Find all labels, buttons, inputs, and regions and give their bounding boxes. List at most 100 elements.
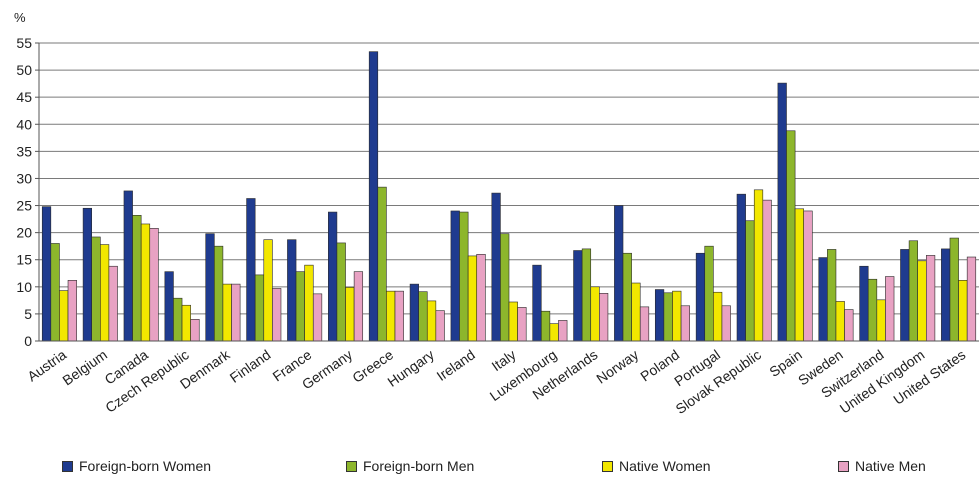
- legend-item-foreign-born-women: Foreign-born Women: [62, 458, 211, 474]
- bar-spain-foreign-born-women: [777, 82, 787, 342]
- legend-swatch-native-men: [838, 460, 849, 472]
- bar-netherlands-native-men: [599, 293, 609, 342]
- bar-united-kingdom-foreign-born-women: [900, 249, 910, 342]
- bar-poland-foreign-born-men: [663, 292, 673, 342]
- bar-sweden-foreign-born-women: [818, 257, 828, 342]
- y-tick-label-10: 10: [16, 279, 32, 295]
- y-tick-label-45: 45: [16, 89, 32, 105]
- bar-hungary-foreign-born-men: [418, 291, 428, 342]
- x-tick-label-norway: Norway: [593, 346, 641, 386]
- bar-norway-native-men: [639, 306, 650, 342]
- x-tick-label-belgium: Belgium: [59, 346, 110, 388]
- legend-item-foreign-born-men: Foreign-born Men: [346, 458, 474, 474]
- bar-czech-republic-foreign-born-women: [164, 271, 174, 342]
- bar-united-states-foreign-born-men: [949, 237, 959, 342]
- bar-czech-republic-native-women: [181, 304, 191, 342]
- bar-norway-foreign-born-men: [622, 252, 632, 342]
- legend-item-native-women: Native Women: [602, 458, 711, 474]
- x-tick-label-hungary: Hungary: [384, 346, 437, 389]
- bar-denmark-native-men: [231, 283, 241, 342]
- bar-greece-foreign-born-men: [377, 186, 387, 342]
- bar-finland-native-women: [263, 239, 273, 342]
- bar-finland-foreign-born-women: [246, 198, 256, 342]
- bar-spain-native-women: [794, 208, 804, 342]
- y-tick-label-55: 55: [16, 35, 32, 51]
- bar-united-states-native-men: [966, 256, 977, 342]
- bar-france-foreign-born-women: [287, 239, 297, 342]
- bar-france-native-men: [312, 293, 323, 342]
- bar-ireland-native-men: [476, 254, 486, 342]
- bar-canada-native-men: [149, 228, 159, 342]
- bar-ireland-foreign-born-women: [450, 210, 460, 342]
- bar-denmark-foreign-born-women: [205, 233, 215, 342]
- bar-germany-native-men: [353, 271, 364, 342]
- bar-portugal-foreign-born-women: [695, 252, 706, 342]
- x-tick-label-finland: Finland: [227, 346, 274, 385]
- y-tick-label-0: 0: [24, 333, 32, 349]
- y-tick-label-35: 35: [16, 143, 32, 159]
- bar-belgium-native-men: [108, 265, 118, 342]
- legend-label-foreign-born-men: Foreign-born Men: [363, 458, 475, 474]
- legend-swatch-foreign-born-women: [62, 460, 73, 472]
- bar-austria-foreign-born-men: [50, 243, 60, 342]
- bar-denmark-foreign-born-men: [214, 245, 224, 342]
- bar-netherlands-foreign-born-women: [573, 250, 583, 342]
- bar-italy-foreign-born-men: [500, 233, 510, 342]
- bar-poland-native-men: [680, 305, 690, 342]
- bar-switzerland-native-women: [876, 299, 886, 342]
- bar-ireland-foreign-born-men: [459, 211, 469, 342]
- y-tick-label-5: 5: [24, 306, 32, 322]
- bar-sweden-foreign-born-men: [827, 249, 837, 342]
- y-axis-ticks: 0 5 10 15 20 25 30 35 40 45 50 55: [16, 35, 39, 349]
- legend-swatch-foreign-born-men: [346, 460, 357, 472]
- bar-belgium-foreign-born-women: [82, 207, 92, 342]
- x-tick-label-ireland: Ireland: [434, 346, 478, 384]
- bar-italy-native-women: [508, 301, 518, 342]
- bar-belgium-native-women: [100, 244, 110, 342]
- bar-czech-republic-native-men: [190, 319, 200, 342]
- y-tick-label-15: 15: [16, 252, 32, 268]
- bar-canada-native-women: [140, 223, 151, 342]
- y-tick-label-20: 20: [16, 225, 32, 241]
- bar-united-kingdom-native-men: [925, 255, 936, 342]
- bar-luxembourg-foreign-born-women: [532, 264, 542, 342]
- bar-canada-foreign-born-women: [123, 190, 133, 342]
- y-unit-label: %: [14, 10, 26, 25]
- bar-sweden-native-men: [844, 309, 854, 342]
- bar-italy-native-men: [517, 307, 527, 342]
- gridlines: [39, 42, 979, 315]
- bar-slovak-republic-foreign-born-women: [736, 193, 746, 342]
- bar-greece-native-men: [394, 290, 404, 342]
- bar-portugal-foreign-born-men: [704, 245, 714, 342]
- bar-slovak-republic-native-men: [762, 199, 772, 342]
- bar-poland-foreign-born-women: [654, 289, 665, 342]
- legend-label-native-women: Native Women: [619, 458, 711, 474]
- bar-austria-native-women: [59, 290, 69, 342]
- bar-norway-foreign-born-women: [614, 205, 624, 342]
- bar-germany-foreign-born-men: [336, 242, 346, 342]
- legend: Foreign-born Women Foreign-born Men Nati…: [0, 458, 979, 478]
- bar-slovak-republic-native-women: [753, 189, 764, 342]
- bar-norway-native-women: [631, 282, 641, 342]
- y-tick-label-40: 40: [16, 116, 32, 132]
- bar-canada-foreign-born-men: [132, 215, 142, 342]
- bar-finland-foreign-born-men: [254, 274, 265, 342]
- legend-item-native-men: Native Men: [838, 458, 926, 474]
- legend-label-foreign-born-women: Foreign-born Women: [79, 458, 212, 474]
- bar-luxembourg-foreign-born-men: [540, 310, 551, 342]
- bar-united-states-native-women: [958, 280, 968, 342]
- bar-portugal-native-women: [713, 291, 723, 342]
- bar-spain-native-men: [803, 210, 813, 342]
- bar-ireland-native-women: [467, 255, 478, 342]
- bar-sweden-native-women: [835, 301, 845, 342]
- bar-belgium-foreign-born-men: [91, 236, 101, 342]
- bar-united-kingdom-foreign-born-men: [908, 240, 918, 342]
- bar-united-states-foreign-born-women: [941, 248, 951, 342]
- bar-austria-native-men: [67, 280, 77, 342]
- bar-germany-foreign-born-women: [328, 211, 338, 342]
- legend-label-native-men: Native Men: [855, 458, 926, 474]
- bar-luxembourg-native-women: [549, 323, 559, 342]
- bar-switzerland-foreign-born-men: [867, 278, 878, 342]
